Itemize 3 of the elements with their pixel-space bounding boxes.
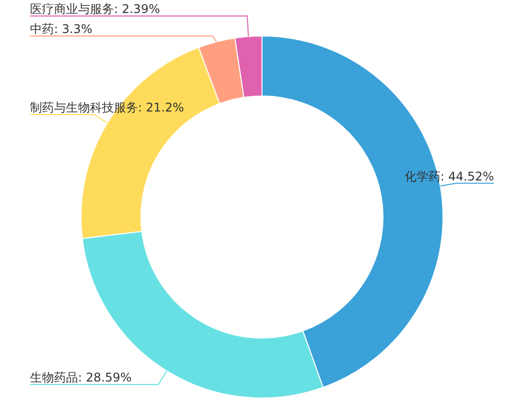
- slice-label: 医疗商业与服务: 2.39%: [30, 2, 160, 16]
- slice-label: 生物药品: 28.59%: [30, 370, 132, 385]
- slice-label: 中药: 3.3%: [30, 22, 92, 36]
